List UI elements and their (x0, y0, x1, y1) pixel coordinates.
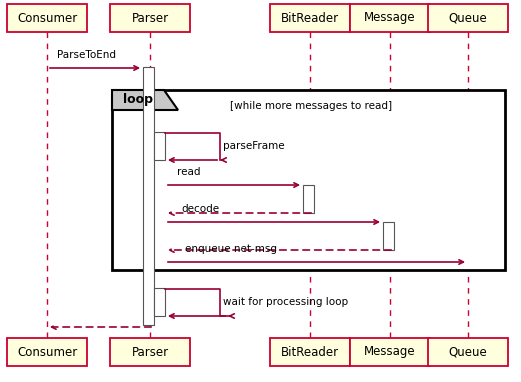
Text: [while more messages to read]: [while more messages to read] (230, 101, 392, 111)
Text: Parser: Parser (131, 11, 169, 24)
Text: loop: loop (123, 94, 153, 107)
Bar (154, 132, 165, 160)
Bar (428, 338, 508, 366)
Bar (7, 4, 87, 32)
Bar (303, 185, 314, 213)
Text: Message: Message (364, 345, 416, 358)
Text: read: read (177, 167, 201, 177)
Text: Consumer: Consumer (17, 345, 77, 358)
Bar (350, 4, 430, 32)
Text: decode: decode (181, 204, 219, 214)
Bar (270, 4, 350, 32)
Text: ParseToEnd: ParseToEnd (57, 50, 116, 60)
Text: Parser: Parser (131, 345, 169, 358)
Text: Consumer: Consumer (17, 11, 77, 24)
Bar (350, 338, 430, 366)
Bar (383, 222, 394, 250)
Bar (110, 338, 190, 366)
Bar (7, 338, 87, 366)
Text: wait for processing loop: wait for processing loop (223, 297, 348, 307)
Bar (143, 67, 154, 325)
Text: parseFrame: parseFrame (223, 141, 284, 151)
Text: BitReader: BitReader (281, 11, 339, 24)
Text: Queue: Queue (449, 345, 487, 358)
Bar (428, 4, 508, 32)
Bar (110, 4, 190, 32)
Polygon shape (112, 90, 178, 110)
Text: Queue: Queue (449, 11, 487, 24)
Bar (112, 90, 505, 270)
Text: Message: Message (364, 11, 416, 24)
Text: BitReader: BitReader (281, 345, 339, 358)
Bar (154, 288, 165, 316)
Bar (270, 338, 350, 366)
Text: enqueue net-msg: enqueue net-msg (185, 244, 277, 254)
